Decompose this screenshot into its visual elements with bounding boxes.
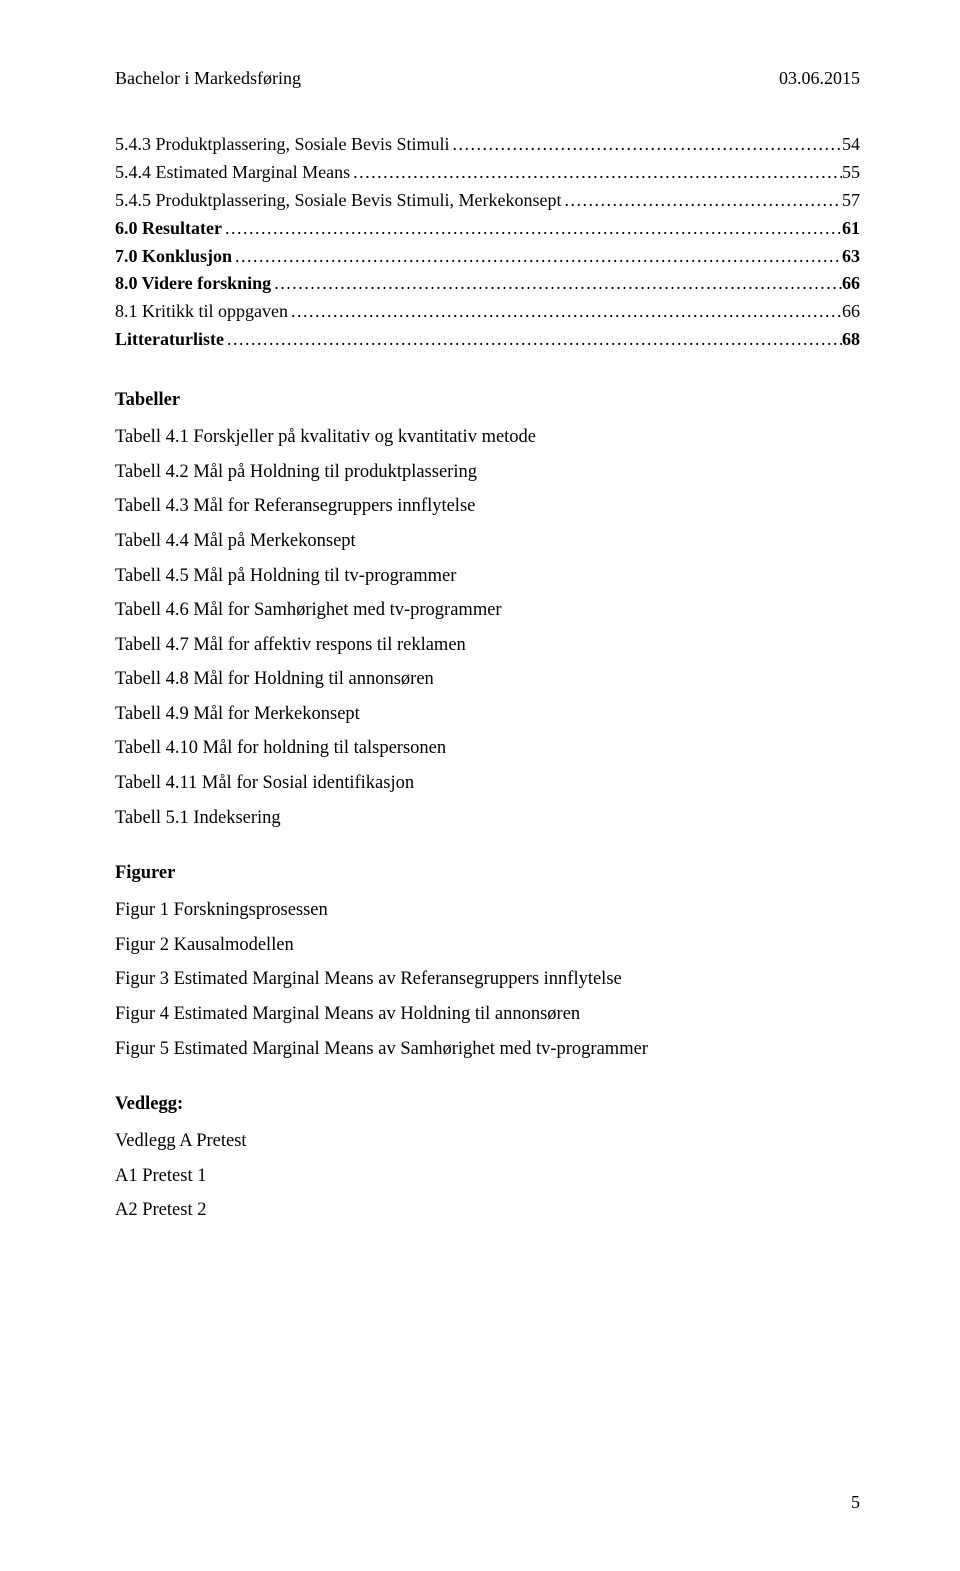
toc-leader — [450, 131, 842, 159]
toc-leader — [561, 187, 842, 215]
toc-entry: 8.1 Kritikk til oppgaven 66 — [115, 298, 860, 326]
list-item: Tabell 4.10 Mål for holdning til talsper… — [115, 731, 860, 766]
list-item: Tabell 4.3 Mål for Referansegruppers inn… — [115, 489, 860, 524]
toc-entry: 6.0 Resultater 61 — [115, 215, 860, 243]
list-item: Tabell 4.11 Mål for Sosial identifikasjo… — [115, 766, 860, 801]
table-of-contents: 5.4.3 Produktplassering, Sosiale Bevis S… — [115, 131, 860, 354]
list-item: Figur 3 Estimated Marginal Means av Refe… — [115, 962, 860, 997]
list-item: Tabell 4.9 Mål for Merkekonsept — [115, 697, 860, 732]
toc-page: 68 — [842, 326, 860, 354]
toc-entry: 5.4.4 Estimated Marginal Means 55 — [115, 159, 860, 187]
vedlegg-heading: Vedlegg: — [115, 1094, 860, 1115]
list-item: Tabell 4.8 Mål for Holdning til annonsør… — [115, 662, 860, 697]
list-item: Vedlegg A Pretest — [115, 1124, 860, 1159]
toc-leader — [288, 298, 842, 326]
list-item: Tabell 4.6 Mål for Samhørighet med tv-pr… — [115, 593, 860, 628]
toc-entry: 7.0 Konklusjon 63 — [115, 243, 860, 271]
toc-page: 66 — [842, 298, 860, 326]
toc-title: 5.4.3 Produktplassering, Sosiale Bevis S… — [115, 131, 450, 159]
toc-title: 5.4.5 Produktplassering, Sosiale Bevis S… — [115, 187, 561, 215]
toc-leader — [222, 215, 842, 243]
toc-page: 63 — [842, 243, 860, 271]
tabeller-heading: Tabeller — [115, 390, 860, 411]
toc-leader — [271, 270, 842, 298]
list-item: Figur 1 Forskningsprosessen — [115, 893, 860, 928]
list-item: Tabell 4.7 Mål for affektiv respons til … — [115, 628, 860, 663]
toc-entry: Litteraturliste 68 — [115, 326, 860, 354]
vedlegg-section: Vedlegg: Vedlegg A Pretest A1 Pretest 1 … — [115, 1094, 860, 1228]
toc-title: 7.0 Konklusjon — [115, 243, 232, 271]
toc-entry: 8.0 Videre forskning 66 — [115, 270, 860, 298]
list-item: Tabell 4.5 Mål på Holdning til tv-progra… — [115, 559, 860, 594]
header-date: 03.06.2015 — [779, 68, 860, 89]
list-item: Figur 2 Kausalmodellen — [115, 928, 860, 963]
header-left: Bachelor i Markedsføring — [115, 68, 301, 89]
toc-title: Litteraturliste — [115, 326, 224, 354]
toc-leader — [224, 326, 842, 354]
tabeller-section: Tabeller Tabell 4.1 Forskjeller på kvali… — [115, 390, 860, 835]
toc-title: 6.0 Resultater — [115, 215, 222, 243]
page-header: Bachelor i Markedsføring 03.06.2015 — [115, 68, 860, 89]
toc-leader — [232, 243, 842, 271]
toc-page: 55 — [842, 159, 860, 187]
list-item: Tabell 5.1 Indeksering — [115, 801, 860, 836]
toc-page: 61 — [842, 215, 860, 243]
page-number: 5 — [851, 1492, 860, 1513]
figurer-section: Figurer Figur 1 Forskningsprosessen Figu… — [115, 863, 860, 1066]
toc-page: 66 — [842, 270, 860, 298]
list-item: Tabell 4.1 Forskjeller på kvalitativ og … — [115, 420, 860, 455]
list-item: Figur 4 Estimated Marginal Means av Hold… — [115, 997, 860, 1032]
figurer-heading: Figurer — [115, 863, 860, 884]
toc-title: 8.0 Videre forskning — [115, 270, 271, 298]
toc-page: 57 — [842, 187, 860, 215]
list-item: Tabell 4.4 Mål på Merkekonsept — [115, 524, 860, 559]
list-item: A1 Pretest 1 — [115, 1159, 860, 1194]
toc-entry: 5.4.5 Produktplassering, Sosiale Bevis S… — [115, 187, 860, 215]
toc-leader — [350, 159, 842, 187]
list-item: A2 Pretest 2 — [115, 1193, 860, 1228]
list-item: Tabell 4.2 Mål på Holdning til produktpl… — [115, 455, 860, 490]
list-item: Figur 5 Estimated Marginal Means av Samh… — [115, 1032, 860, 1067]
toc-page: 54 — [842, 131, 860, 159]
toc-title: 5.4.4 Estimated Marginal Means — [115, 159, 350, 187]
toc-entry: 5.4.3 Produktplassering, Sosiale Bevis S… — [115, 131, 860, 159]
toc-title: 8.1 Kritikk til oppgaven — [115, 298, 288, 326]
